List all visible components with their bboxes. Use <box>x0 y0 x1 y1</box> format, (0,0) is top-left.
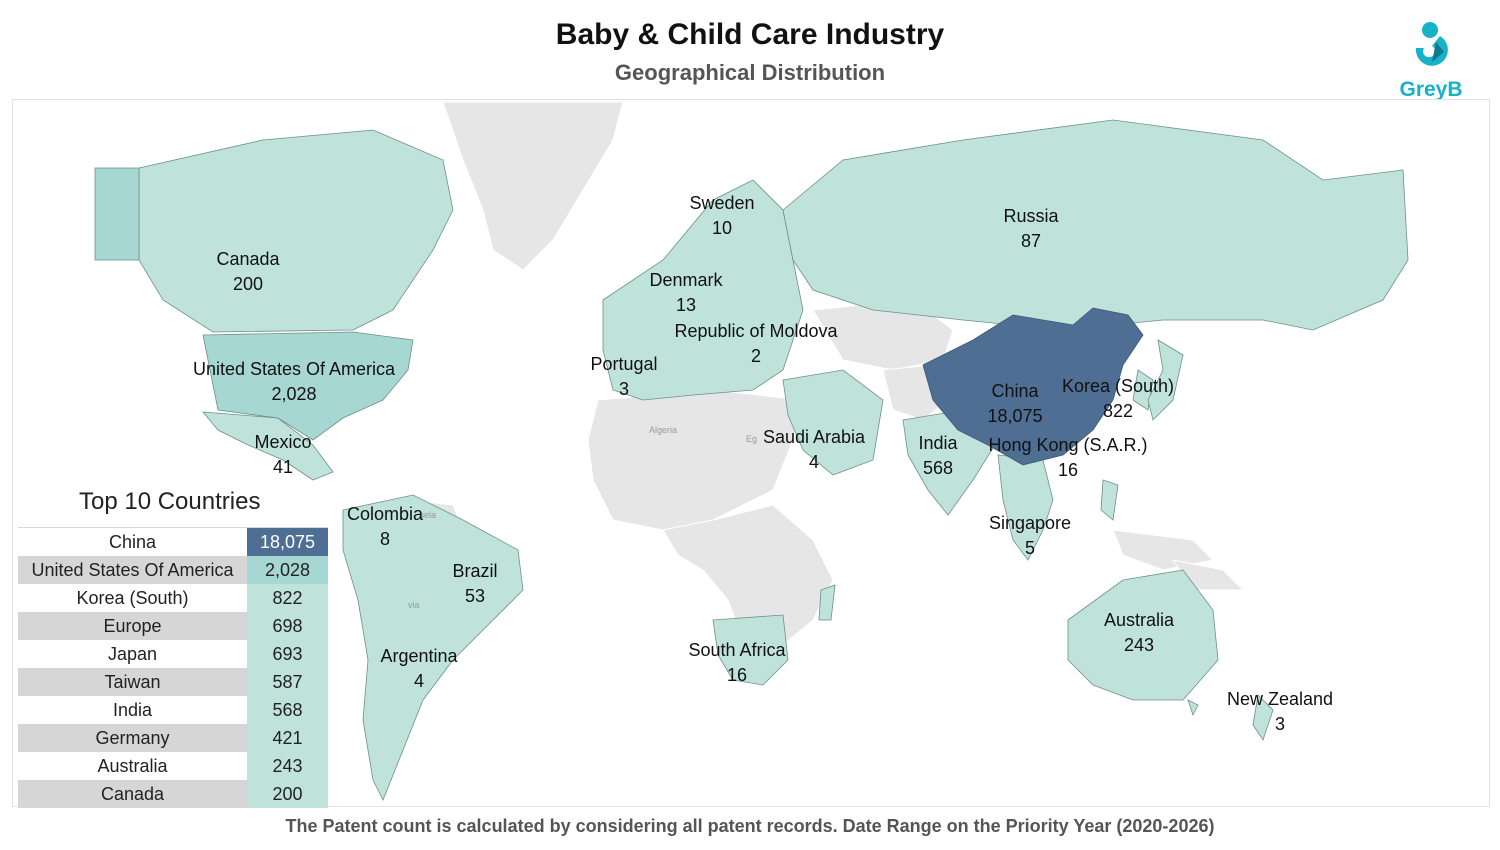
alaska-shape <box>94 167 140 261</box>
table-row[interactable]: United States Of America 2,028 <box>18 556 328 584</box>
label-brazil: Brazil 53 <box>452 561 498 606</box>
greyb-logo-icon <box>1415 22 1448 66</box>
table-row[interactable]: Canada 200 <box>18 780 328 808</box>
label-sweden: Sweden 10 <box>689 193 755 238</box>
label-china: China 18,075 <box>987 381 1043 426</box>
row-value: 200 <box>247 780 328 808</box>
philippines-shape <box>1100 479 1119 521</box>
row-value: 698 <box>247 612 328 640</box>
label-usa: United States Of America 2,028 <box>192 359 396 404</box>
venezuela-faint-label: uela <box>419 510 437 520</box>
row-value: 421 <box>247 724 328 752</box>
row-value: 568 <box>247 696 328 724</box>
russia-shape <box>782 119 1409 331</box>
madagascar-shape <box>818 584 836 621</box>
usa-shape <box>202 331 414 441</box>
saudi-shape <box>782 369 884 476</box>
central-africa-shape <box>662 504 834 646</box>
label-india: India 568 <box>918 433 958 478</box>
egypt-faint-label: Eg <box>746 434 758 444</box>
row-country: United States Of America <box>18 556 247 584</box>
row-country: India <box>112 700 153 720</box>
row-value: 587 <box>247 668 328 696</box>
label-korea-south: Korea (South) 822 <box>1061 376 1175 421</box>
row-value: 243 <box>247 752 328 780</box>
label-denmark: Denmark 13 <box>649 270 723 315</box>
label-argentina: Argentina 4 <box>380 646 458 691</box>
row-value: 693 <box>247 640 328 668</box>
se-asia-shape <box>997 454 1054 561</box>
footnote: The Patent count is calculated by consid… <box>285 816 1215 836</box>
row-country: Canada <box>18 780 247 808</box>
logo-text: GreyB <box>1399 78 1463 101</box>
table-row[interactable]: China 18,075 <box>18 528 328 556</box>
map-canvas <box>94 101 1409 801</box>
page-subtitle: Geographical Distribution <box>614 60 886 85</box>
row-country: Australia <box>97 756 168 776</box>
row-value: 18,075 <box>247 528 328 556</box>
top10-table: China 18,075 United States Of America 2,02… <box>18 527 328 808</box>
row-value: 822 <box>247 584 328 612</box>
label-portugal: Portugal 3 <box>590 354 658 399</box>
greyb-logo: GreyB <box>1392 18 1470 101</box>
bolivia-faint-label: via <box>408 600 420 610</box>
south-africa-shape <box>712 614 789 686</box>
label-russia: Russia 87 <box>1003 206 1059 251</box>
row-country: Germany <box>18 724 247 752</box>
top10-title: Top 10 Countries <box>79 488 261 515</box>
row-country: Korea (South) <box>76 588 189 608</box>
australia-shape <box>1067 569 1219 701</box>
tasmania-shape <box>1187 699 1199 717</box>
table-row[interactable]: Korea (South) 822 <box>18 584 328 612</box>
data-land <box>138 119 1409 801</box>
label-moldova: Republic of Moldova 2 <box>674 321 838 366</box>
new-zealand-shape <box>1252 694 1274 741</box>
greenland-shape <box>442 101 624 271</box>
label-new-zealand: New Zealand 3 <box>1226 689 1334 734</box>
table-row[interactable]: Taiwan 587 <box>18 668 328 696</box>
algeria-faint-label: Algeria <box>649 425 678 435</box>
label-south-africa: South Africa 16 <box>688 640 786 685</box>
mexico-shape <box>202 411 334 481</box>
label-mexico: Mexico 41 <box>254 432 312 477</box>
europe-shape <box>602 179 804 401</box>
row-value: 2,028 <box>247 556 328 584</box>
row-country: China <box>108 532 157 552</box>
table-row[interactable]: Australia 243 <box>18 752 328 780</box>
label-hong-kong: Hong Kong (S.A.R.) 16 <box>988 435 1148 480</box>
south-america-shape <box>342 494 524 801</box>
row-country: Europe <box>18 612 247 640</box>
row-country: Japan <box>107 644 158 664</box>
label-colombia: Colombia 8 <box>346 504 424 549</box>
row-country: Taiwan <box>18 668 247 696</box>
japan-shape <box>1147 339 1184 421</box>
indonesia-shape <box>1112 529 1215 571</box>
label-australia: Australia 243 <box>1103 610 1175 655</box>
page-title: Baby & Child Care Industry <box>555 18 945 51</box>
canada-shape <box>138 129 454 333</box>
table-row[interactable]: India 568 <box>18 696 328 724</box>
label-canada: Canada 200 <box>216 249 280 294</box>
label-saudi-arabia: Saudi Arabia 4 <box>762 427 866 472</box>
table-row[interactable]: Germany 421 <box>18 724 328 752</box>
table-row[interactable]: Europe 698 <box>18 612 328 640</box>
table-row[interactable]: Japan 693 <box>18 640 328 668</box>
label-singapore: Singapore 5 <box>988 513 1072 558</box>
china-shape <box>922 307 1144 466</box>
